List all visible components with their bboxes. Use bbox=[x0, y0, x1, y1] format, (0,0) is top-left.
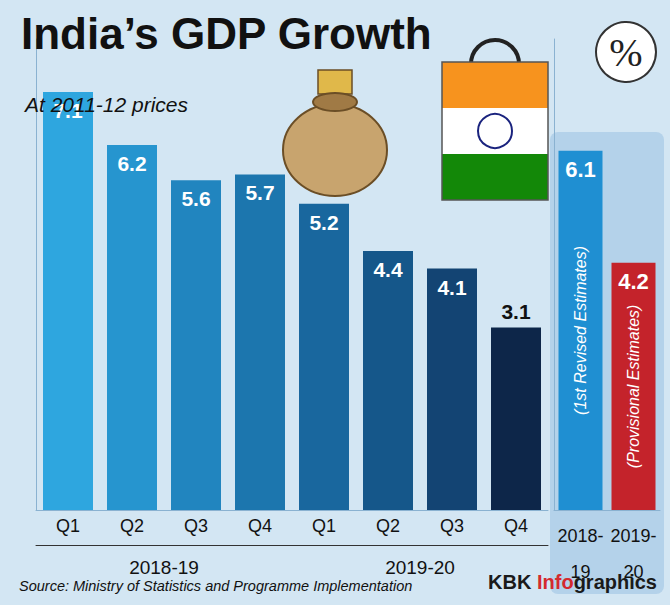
svg-text:Q3: Q3 bbox=[440, 516, 464, 536]
svg-text:At 2011-12 prices: At 2011-12 prices bbox=[23, 93, 189, 116]
svg-text:Q2: Q2 bbox=[376, 516, 400, 536]
svg-text:(1st Revised Estimates): (1st Revised Estimates) bbox=[572, 246, 589, 415]
svg-text:Q4: Q4 bbox=[504, 516, 528, 536]
svg-text:5.7: 5.7 bbox=[245, 181, 274, 204]
svg-text:Info: Info bbox=[537, 571, 574, 593]
svg-text:2019-: 2019- bbox=[610, 526, 656, 546]
svg-text:2018-19: 2018-19 bbox=[129, 557, 199, 578]
svg-text:Source: Ministry of Statistics: Source: Ministry of Statistics and Progr… bbox=[19, 578, 412, 594]
svg-text:5.6: 5.6 bbox=[181, 187, 210, 210]
svg-text:2018-: 2018- bbox=[557, 526, 603, 546]
svg-text:(Provisional Estimates): (Provisional Estimates) bbox=[625, 305, 642, 469]
svg-text:%: % bbox=[609, 30, 642, 75]
svg-text:Q2: Q2 bbox=[120, 516, 144, 536]
svg-text:3.1: 3.1 bbox=[501, 300, 531, 323]
svg-text:Q4: Q4 bbox=[248, 516, 272, 536]
svg-text:4.1: 4.1 bbox=[437, 276, 467, 299]
svg-text:6.2: 6.2 bbox=[117, 152, 146, 175]
svg-text:graphics: graphics bbox=[574, 571, 657, 593]
svg-text:5.2: 5.2 bbox=[309, 211, 338, 234]
svg-text:2019-20: 2019-20 bbox=[385, 557, 455, 578]
svg-text:India’s GDP Growth: India’s GDP Growth bbox=[21, 9, 432, 58]
svg-text:6.1: 6.1 bbox=[565, 157, 596, 182]
svg-text:KBK: KBK bbox=[488, 571, 537, 593]
svg-text:4.4: 4.4 bbox=[373, 258, 403, 281]
svg-text:Q1: Q1 bbox=[56, 516, 80, 536]
svg-text:Q1: Q1 bbox=[312, 516, 336, 536]
svg-text:4.2: 4.2 bbox=[618, 269, 649, 294]
svg-text:Q3: Q3 bbox=[184, 516, 208, 536]
